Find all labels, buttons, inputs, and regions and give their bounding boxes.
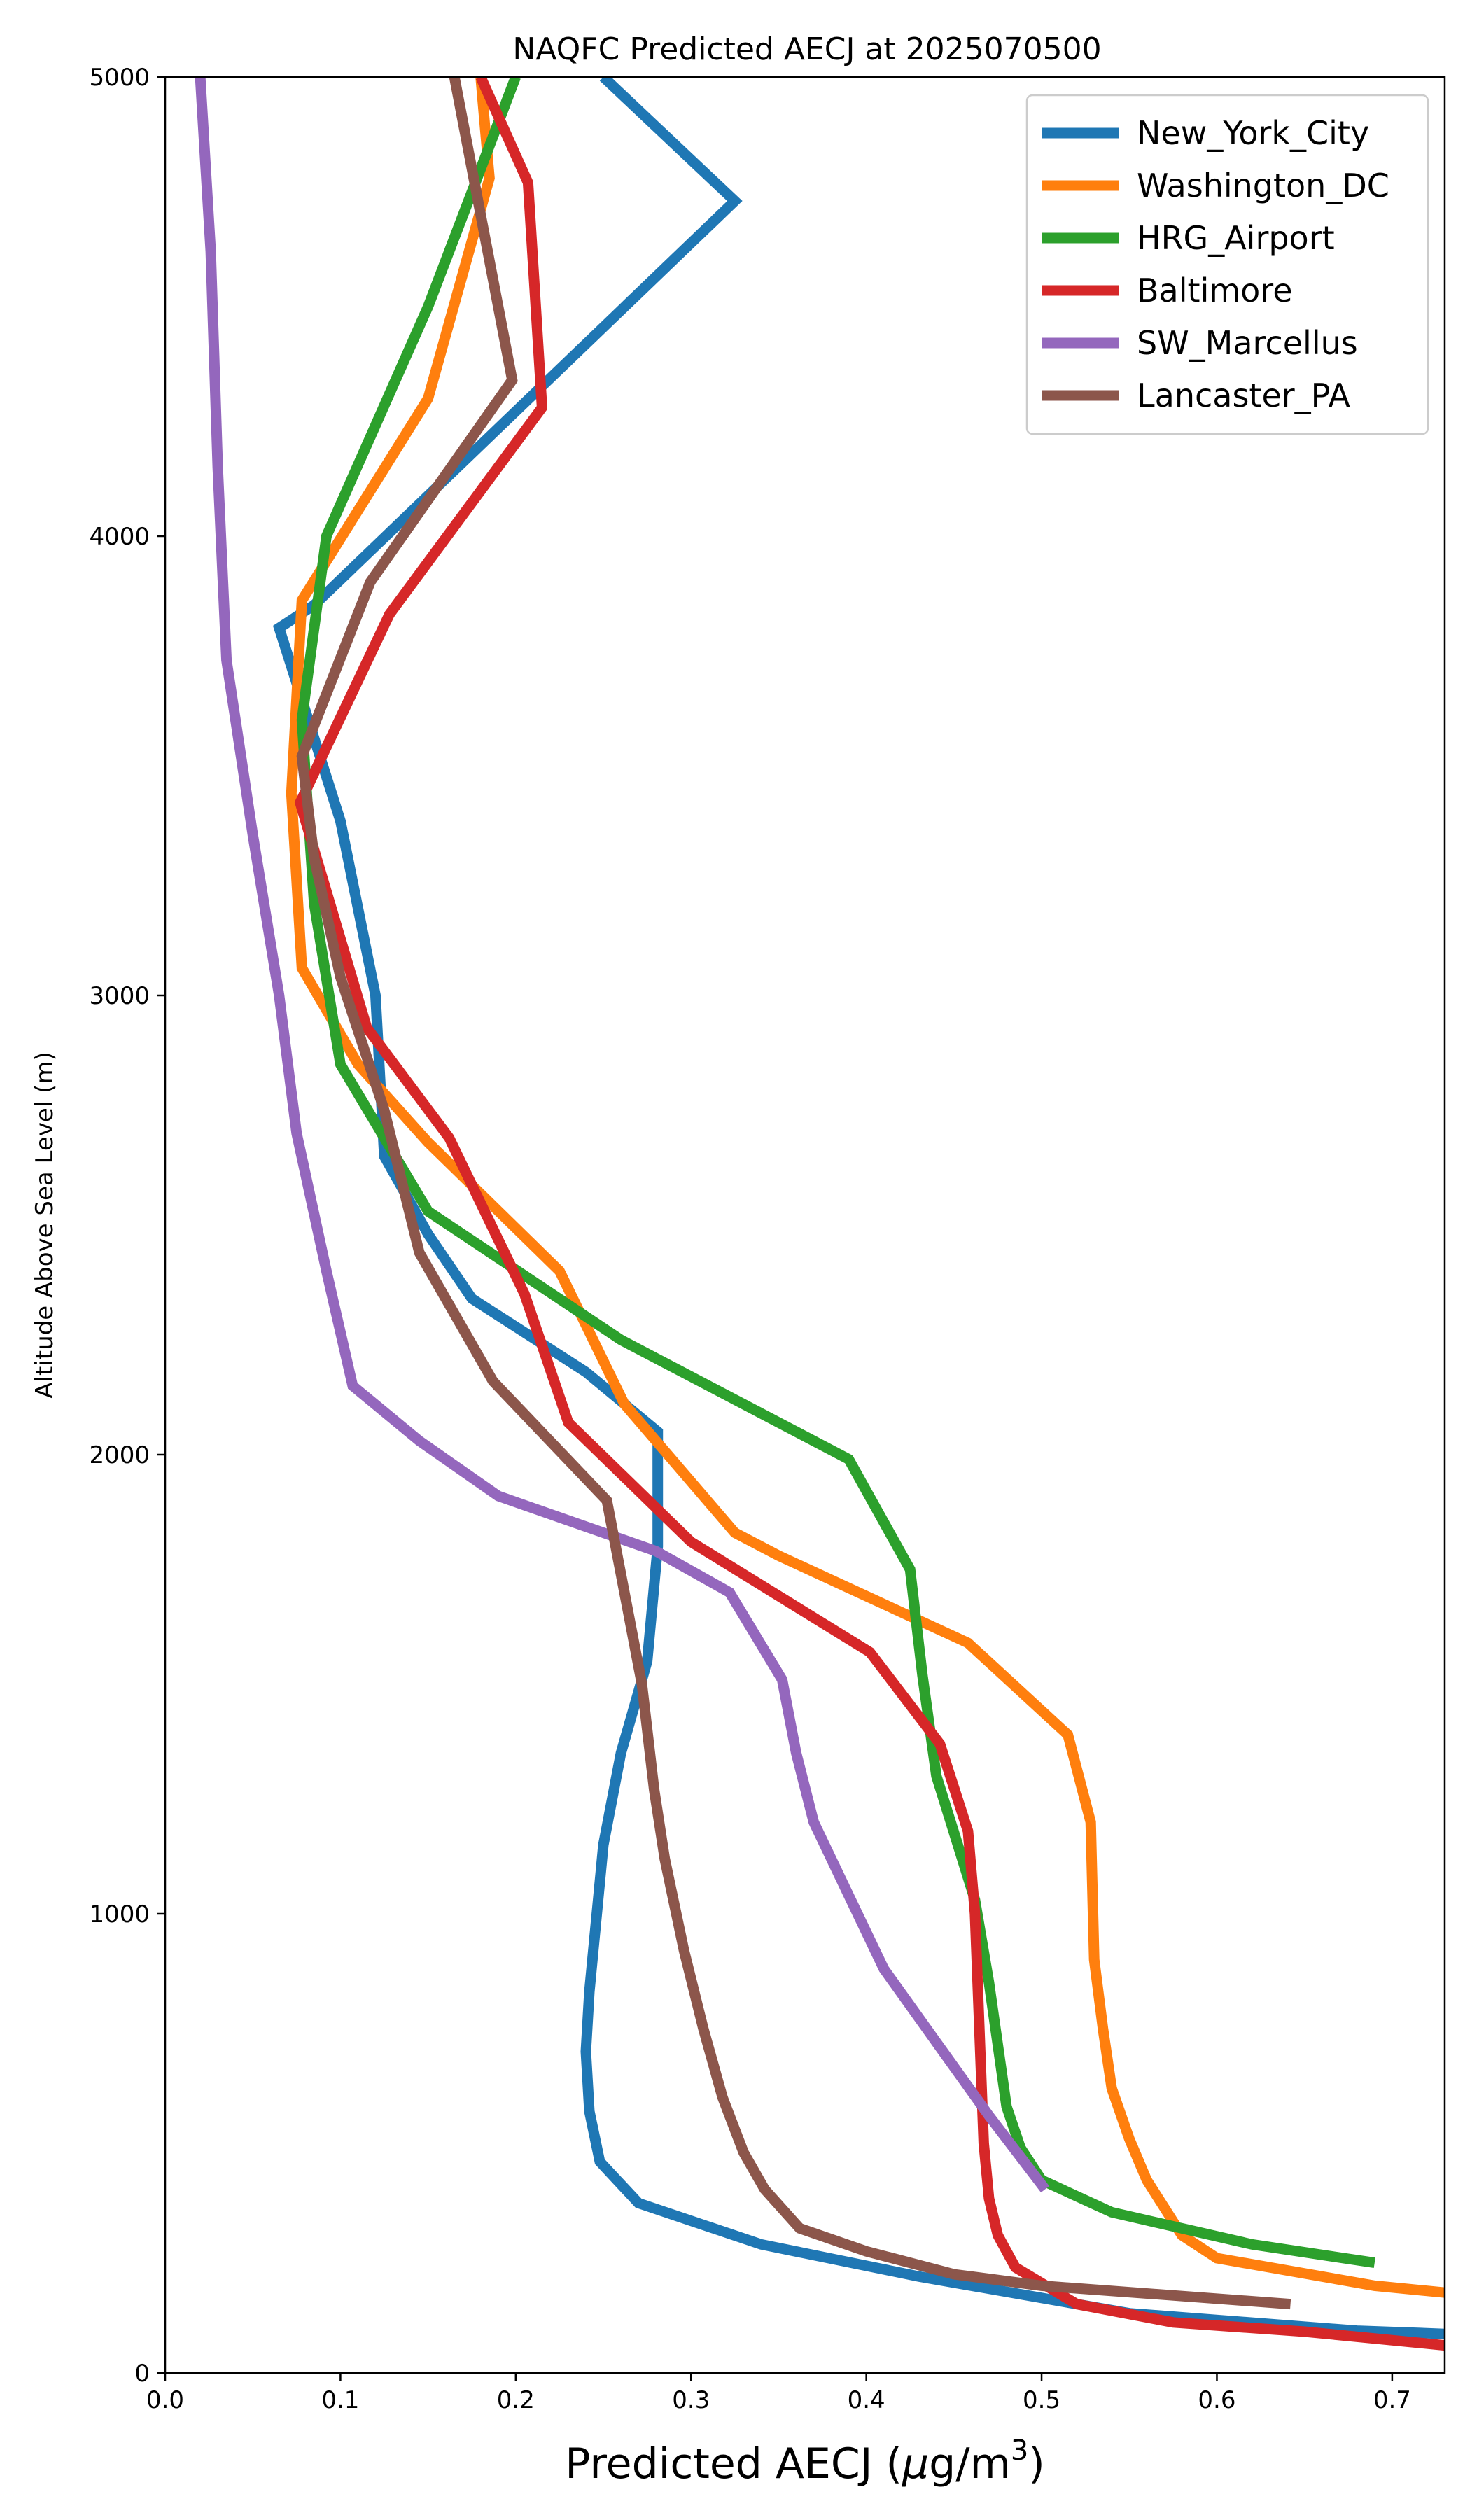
x-tick-label: 0.7 <box>1373 2386 1411 2414</box>
legend-label: Baltimore <box>1137 272 1293 309</box>
x-axis-label-sup: 3 <box>1011 2435 1028 2467</box>
legend: New_York_City Washington_DC HRG_Airport Bal… <box>1026 94 1429 435</box>
y-axis: 0 1000 2000 3000 4000 5000 <box>89 64 165 2388</box>
x-axis: 0.0 0.1 0.2 0.3 0.4 0.5 0.6 0.7 <box>146 2373 1411 2414</box>
x-tick-label: 0.0 <box>146 2386 184 2414</box>
y-axis-label: Altitude Above Sea Level (m) <box>31 1051 59 1399</box>
x-axis-label: Predicted AECJ (μg/m3) <box>565 2435 1045 2488</box>
x-tick-label: 0.2 <box>497 2386 535 2414</box>
series-line-sw-marcellus <box>195 77 1050 2193</box>
x-axis-label-mu: μ <box>902 2440 929 2488</box>
legend-label: SW_Marcellus <box>1137 324 1358 362</box>
legend-label: HRG_Airport <box>1137 219 1335 257</box>
x-axis-label-unit: g/m <box>929 2440 1011 2488</box>
series-line-new-york-city <box>272 77 1445 2339</box>
x-tick-label: 0.6 <box>1198 2386 1236 2414</box>
series-line-lancaster-pa <box>296 77 1292 2310</box>
legend-label: Lancaster_PA <box>1137 377 1350 414</box>
y-tick-label: 0 <box>134 2360 150 2388</box>
y-tick-label: 2000 <box>89 1441 150 1469</box>
chart-title: NAQFC Predicted AECJ at 2025070500 <box>512 31 1101 67</box>
y-tick-label: 5000 <box>89 64 150 92</box>
legend-box <box>1026 94 1429 435</box>
series-line-baltimore <box>294 77 1445 2351</box>
legend-label: New_York_City <box>1137 114 1369 152</box>
x-axis-label-main: Predicted AECJ ( <box>565 2440 902 2488</box>
legend-label: Washington_DC <box>1137 167 1390 204</box>
x-tick-label: 0.1 <box>321 2386 359 2414</box>
y-tick-label: 4000 <box>89 523 150 551</box>
series-line-washington-dc <box>286 77 1445 2298</box>
x-tick-label: 0.4 <box>848 2386 886 2414</box>
x-tick-label: 0.5 <box>1023 2386 1060 2414</box>
y-tick-label: 1000 <box>89 1900 150 1928</box>
y-tick-label: 3000 <box>89 982 150 1010</box>
x-axis-label-close: ) <box>1028 2440 1044 2488</box>
plot-frame <box>164 76 1446 2374</box>
x-tick-label: 0.3 <box>672 2386 710 2414</box>
series-layer <box>195 77 1445 2351</box>
